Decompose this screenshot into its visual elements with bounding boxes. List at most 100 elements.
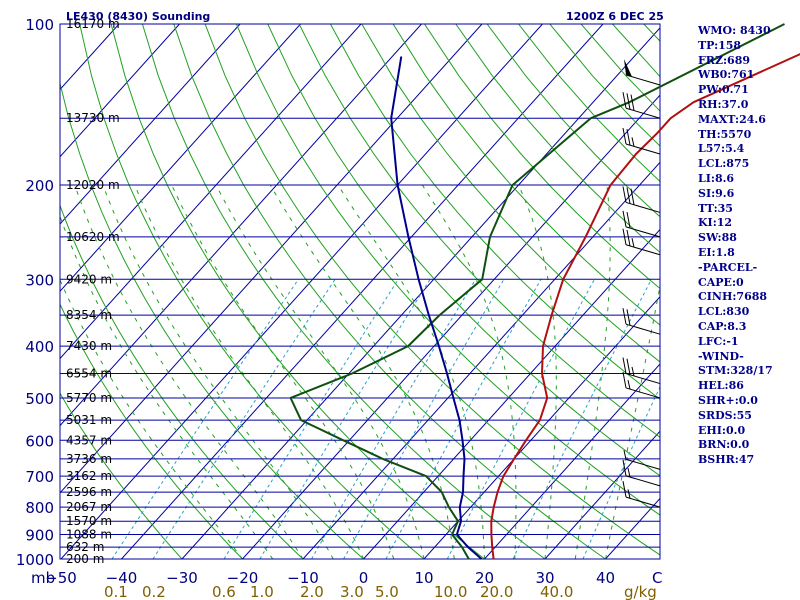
dry-adiabat-line bbox=[424, 24, 660, 290]
stat-line: SRDS:55 bbox=[698, 408, 752, 422]
stat-line: EHI:0.0 bbox=[698, 423, 746, 437]
x-axis-label: C bbox=[652, 569, 662, 587]
stat-line: L57:5.4 bbox=[698, 142, 745, 156]
dry-adiabat-line bbox=[60, 303, 244, 559]
wind-barb bbox=[622, 228, 661, 256]
isotherm-line bbox=[60, 24, 301, 292]
mixing-ratio-line bbox=[385, 279, 542, 559]
mixing-ratio-label: 20.0 bbox=[480, 583, 513, 600]
mixing-ratio-label: 40.0 bbox=[540, 583, 573, 600]
stat-line: TP:158 bbox=[698, 38, 742, 52]
isotherm-line bbox=[484, 363, 660, 559]
height-label: 6554 m bbox=[66, 367, 112, 381]
moist-adiabat-line bbox=[337, 184, 485, 559]
dry-adiabat-line bbox=[455, 24, 660, 254]
chart-time: 1200Z 6 DEC 25 bbox=[566, 10, 664, 23]
dry-adiabat-line bbox=[329, 24, 660, 400]
stat-line: STM:328/17 bbox=[698, 364, 773, 378]
stat-line: SI:9.6 bbox=[698, 186, 735, 200]
x-tick-label: −10 bbox=[287, 569, 319, 587]
plot-frame bbox=[59, 23, 661, 560]
moist-adiabat-line bbox=[421, 184, 517, 559]
chart-labels: 16170 m 13730 m 12020 m 10620 m 9420 m 8354 m… bbox=[16, 16, 663, 600]
dry-adiabat-line bbox=[60, 392, 183, 559]
wind-barb bbox=[622, 371, 661, 399]
stat-line: CINH:7688 bbox=[698, 290, 768, 304]
stat-line: SHR+:0.0 bbox=[698, 393, 758, 407]
dry-adiabat-line bbox=[204, 24, 660, 556]
stat-line: WMO: 8430 bbox=[698, 24, 771, 37]
stat-line: LFC:-1 bbox=[698, 334, 739, 348]
stat-line: BRN:0.0 bbox=[698, 438, 750, 452]
dry-adiabat-line bbox=[361, 24, 660, 363]
height-label: 3736 m bbox=[66, 452, 112, 466]
height-label: 16170 m bbox=[66, 17, 120, 31]
stat-line: SW:88 bbox=[698, 231, 737, 245]
stat-line: TT:35 bbox=[698, 201, 733, 215]
mixing-ratio-label: 5.0 bbox=[375, 583, 399, 600]
wind-barb bbox=[622, 186, 661, 213]
isotherm-line bbox=[60, 24, 422, 427]
pressure-tick-label: 500 bbox=[25, 390, 54, 408]
height-label: 2596 m bbox=[66, 485, 112, 499]
stat-line: LCL:830 bbox=[698, 305, 750, 319]
stats-panel: WMO: 8430 TP:158 FRZ:689 WB0:761 PW:0.71 RH:3… bbox=[698, 24, 798, 468]
dry-adiabat-line bbox=[141, 24, 546, 559]
mixing-ratio-label: 3.0 bbox=[340, 583, 364, 600]
stat-line: LI:8.6 bbox=[698, 171, 735, 185]
isotherm-line bbox=[60, 24, 180, 158]
wind-barb bbox=[623, 450, 661, 470]
wind-barb bbox=[624, 58, 661, 86]
x-tick-label: −20 bbox=[227, 569, 259, 587]
pressure-tick-label: 700 bbox=[25, 468, 54, 486]
moist-adiabat-line bbox=[74, 184, 304, 559]
dew-point-series-line bbox=[289, 23, 785, 560]
x-tick-label: −50 bbox=[45, 569, 77, 587]
isotherm-line bbox=[302, 161, 660, 559]
stat-line: -PARCEL- bbox=[698, 260, 758, 274]
stat-line: BSHR:47 bbox=[698, 453, 755, 467]
isotherm-line bbox=[60, 24, 362, 360]
height-label: 7430 m bbox=[66, 339, 112, 353]
stat-line: PW:0.71 bbox=[698, 83, 749, 97]
height-label: 12020 m bbox=[66, 178, 120, 192]
stat-line: -WIND- bbox=[698, 349, 744, 363]
moist-adiabat-line bbox=[60, 278, 243, 559]
dry-adiabat-line bbox=[79, 24, 425, 559]
moist-adiabat-line bbox=[60, 214, 274, 559]
moist-adiabat-line bbox=[215, 184, 425, 559]
x-tick-label: 20 bbox=[475, 569, 494, 587]
pressure-tick-label: 400 bbox=[25, 338, 54, 356]
wind-barb bbox=[622, 127, 661, 155]
chart-title: LE430 (8430) Sounding bbox=[66, 10, 210, 23]
x-tick-label: 30 bbox=[535, 569, 554, 587]
mixing-ratio-label: 0.6 bbox=[212, 583, 236, 600]
isotherm-line bbox=[60, 24, 543, 559]
mixing-ratio-line bbox=[152, 279, 336, 559]
pressure-tick-label: 100 bbox=[25, 16, 54, 34]
dry-adiabat-line bbox=[267, 24, 660, 477]
dry-adiabat-line bbox=[110, 24, 486, 559]
stat-line: WB0:761 bbox=[698, 68, 755, 82]
stat-line: MAXT:24.6 bbox=[698, 112, 766, 126]
height-label: 8354 m bbox=[66, 308, 112, 322]
pressure-tick-label: 800 bbox=[25, 499, 54, 517]
pressure-tick-label: 300 bbox=[25, 271, 54, 289]
y-axis-label: mb bbox=[31, 569, 55, 587]
dry-adiabat-line bbox=[392, 24, 660, 326]
height-label: 1088 m bbox=[66, 528, 112, 542]
stat-line: LCL:875 bbox=[698, 157, 750, 171]
height-label: 10620 m bbox=[66, 230, 120, 244]
height-label: 4357 m bbox=[66, 433, 112, 447]
mixing-ratio-label: 1.0 bbox=[250, 583, 274, 600]
mixing-ratio-line bbox=[446, 279, 595, 559]
wind-barbs bbox=[622, 58, 661, 508]
height-label: 3162 m bbox=[66, 469, 112, 483]
wind-barb bbox=[622, 481, 661, 508]
dry-adiabat-line bbox=[60, 81, 365, 559]
wind-barb bbox=[622, 357, 661, 385]
height-label: 9420 m bbox=[66, 272, 112, 286]
isotherm-line bbox=[60, 24, 241, 225]
stat-line: KI:12 bbox=[698, 216, 733, 230]
dry-adiabat-line bbox=[298, 24, 660, 438]
